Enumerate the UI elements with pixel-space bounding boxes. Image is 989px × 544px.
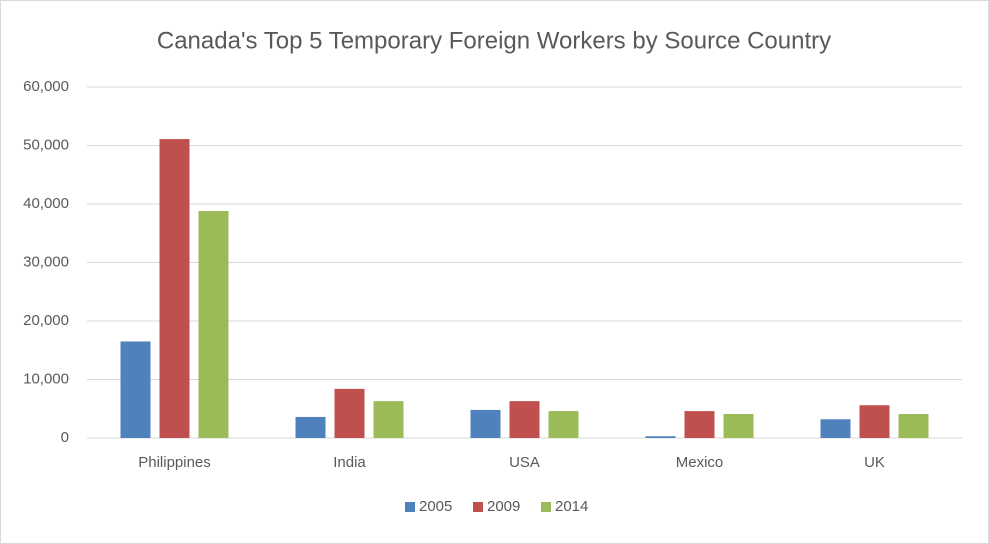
legend-label: 2014 xyxy=(555,498,588,515)
legend-label: 2009 xyxy=(487,498,520,515)
bar xyxy=(295,416,326,438)
bar xyxy=(470,409,501,438)
bar xyxy=(898,414,929,438)
y-tick-label: 20,000 xyxy=(23,312,69,329)
bar xyxy=(120,341,151,438)
x-tick-label: India xyxy=(333,454,366,471)
chart-title: Canada's Top 5 Temporary Foreign Workers… xyxy=(157,27,831,54)
bar xyxy=(334,388,365,438)
y-tick-label: 40,000 xyxy=(23,195,69,212)
bar xyxy=(820,419,851,438)
y-tick-label: 60,000 xyxy=(23,78,69,95)
x-tick-label: Mexico xyxy=(676,454,724,471)
bar xyxy=(859,405,890,438)
bar xyxy=(548,411,579,438)
legend-swatch xyxy=(541,502,551,512)
bar xyxy=(373,401,404,438)
y-tick-label: 50,000 xyxy=(23,136,69,153)
y-tick-label: 30,000 xyxy=(23,253,69,270)
y-tick-label: 10,000 xyxy=(23,370,69,387)
bar xyxy=(684,411,715,438)
y-tick-label: 0 xyxy=(61,429,69,446)
bar xyxy=(509,401,540,438)
x-tick-label: USA xyxy=(509,454,540,471)
x-tick-label: UK xyxy=(864,454,885,471)
legend-swatch xyxy=(405,502,415,512)
bar xyxy=(159,139,190,438)
legend-label: 2005 xyxy=(419,498,452,515)
bar xyxy=(198,211,229,438)
bar xyxy=(645,436,676,438)
bar xyxy=(723,414,754,438)
legend-swatch xyxy=(473,502,483,512)
x-tick-label: Philippines xyxy=(138,454,211,471)
